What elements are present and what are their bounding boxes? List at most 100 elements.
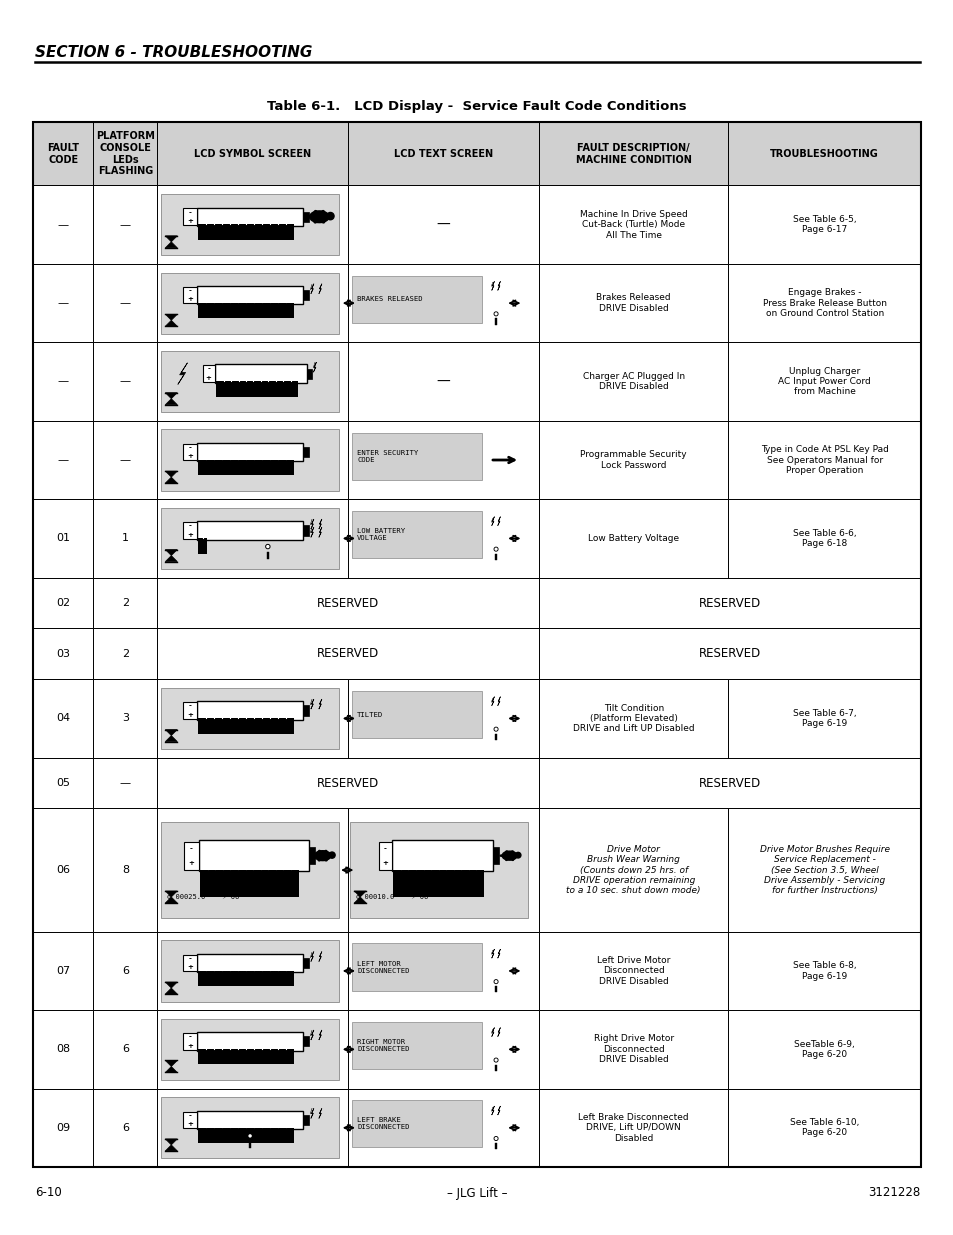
Bar: [198, 1049, 294, 1065]
Bar: [161, 823, 338, 918]
Circle shape: [494, 727, 497, 731]
Bar: [495, 986, 497, 993]
Text: —: —: [57, 298, 69, 309]
Bar: [33, 342, 93, 421]
Bar: [538, 578, 920, 629]
Bar: [161, 194, 338, 256]
Polygon shape: [165, 399, 177, 405]
Bar: [727, 264, 920, 342]
Bar: [352, 511, 481, 558]
Text: /: /: [310, 1108, 313, 1114]
Text: 05: 05: [56, 778, 71, 788]
Bar: [33, 809, 93, 931]
Bar: [33, 1010, 93, 1088]
Bar: [198, 459, 294, 475]
Circle shape: [266, 545, 270, 548]
Bar: [538, 931, 727, 1010]
Text: +: +: [187, 1121, 193, 1128]
Bar: [348, 122, 538, 185]
Bar: [303, 290, 309, 300]
Text: —: —: [57, 220, 69, 230]
Text: -: -: [189, 956, 192, 962]
Text: /: /: [310, 1030, 313, 1036]
Text: -: -: [189, 1113, 192, 1119]
Text: /: /: [491, 950, 493, 955]
Bar: [727, 122, 920, 185]
Text: +: +: [187, 453, 193, 459]
Circle shape: [249, 1135, 251, 1137]
Ellipse shape: [307, 216, 310, 217]
Bar: [157, 629, 538, 679]
Text: FAULT
CODE: FAULT CODE: [47, 143, 79, 164]
Bar: [183, 703, 196, 719]
Bar: [538, 421, 727, 499]
Bar: [33, 421, 93, 499]
Bar: [303, 958, 309, 968]
Bar: [93, 342, 157, 421]
Circle shape: [327, 212, 334, 220]
Text: 6: 6: [122, 1045, 129, 1055]
Bar: [348, 499, 538, 578]
Bar: [183, 1034, 196, 1050]
Text: See Table 6-10,
Page 6-20: See Table 6-10, Page 6-20: [789, 1118, 859, 1137]
Polygon shape: [165, 736, 177, 741]
Text: -: -: [383, 846, 386, 852]
Bar: [495, 553, 497, 559]
Text: Charger AC Plugged In
DRIVE Disabled: Charger AC Plugged In DRIVE Disabled: [582, 372, 684, 391]
Text: -: -: [189, 288, 192, 294]
Text: Tilt Condition
(Platform Elevated)
DRIVE and Lift UP Disabled: Tilt Condition (Platform Elevated) DRIVE…: [573, 704, 694, 734]
Polygon shape: [491, 950, 494, 958]
Text: +: +: [187, 217, 193, 224]
Bar: [33, 185, 93, 264]
Text: Unplug Charger
AC Input Power Cord
from Machine: Unplug Charger AC Input Power Cord from …: [778, 367, 870, 396]
Text: +: +: [187, 711, 193, 718]
Bar: [198, 971, 294, 986]
Circle shape: [494, 547, 497, 551]
Bar: [493, 847, 498, 864]
Bar: [495, 1065, 497, 1071]
Text: Right Drive Motor
Disconnected
DRIVE Disabled: Right Drive Motor Disconnected DRIVE Dis…: [593, 1035, 673, 1065]
Circle shape: [248, 1134, 252, 1137]
Text: 3121228: 3121228: [867, 1187, 919, 1199]
Bar: [93, 499, 157, 578]
Bar: [93, 931, 157, 1010]
Circle shape: [494, 312, 497, 316]
Bar: [348, 1088, 538, 1167]
Bar: [538, 264, 727, 342]
Text: /: /: [310, 519, 313, 525]
Ellipse shape: [505, 856, 507, 861]
Ellipse shape: [324, 851, 327, 855]
Polygon shape: [311, 1108, 314, 1119]
Bar: [727, 1010, 920, 1088]
Text: Programmable Security
Lock Password: Programmable Security Lock Password: [579, 451, 686, 469]
Circle shape: [495, 548, 497, 550]
Text: LCD SYMBOL SCREEN: LCD SYMBOL SCREEN: [194, 148, 311, 159]
Bar: [157, 1088, 348, 1167]
Text: —: —: [120, 778, 131, 788]
Bar: [33, 578, 93, 629]
Text: RESERVED: RESERVED: [316, 647, 379, 661]
Bar: [198, 303, 294, 319]
Bar: [538, 809, 727, 931]
Text: Drive Motor
Brush Wear Warning
(Counts down 25 hrs. of
DRIVE operation remaining: Drive Motor Brush Wear Warning (Counts d…: [566, 845, 700, 895]
Polygon shape: [165, 393, 177, 399]
Text: 6: 6: [122, 966, 129, 976]
Polygon shape: [491, 1028, 494, 1036]
Ellipse shape: [511, 851, 514, 855]
Text: —: —: [120, 377, 131, 387]
Ellipse shape: [317, 851, 320, 855]
Bar: [196, 443, 303, 461]
Text: —: —: [120, 454, 131, 466]
Bar: [727, 1088, 920, 1167]
Text: Left Brake Disconnected
DRIVE, Lift UP/DOWN
Disabled: Left Brake Disconnected DRIVE, Lift UP/D…: [578, 1113, 688, 1142]
Bar: [33, 679, 93, 757]
Bar: [157, 931, 348, 1010]
Polygon shape: [177, 363, 187, 384]
Polygon shape: [165, 471, 177, 477]
Polygon shape: [165, 730, 177, 736]
Bar: [198, 1128, 294, 1142]
Bar: [93, 421, 157, 499]
Bar: [303, 447, 309, 457]
Polygon shape: [497, 1028, 500, 1036]
Bar: [93, 1010, 157, 1088]
